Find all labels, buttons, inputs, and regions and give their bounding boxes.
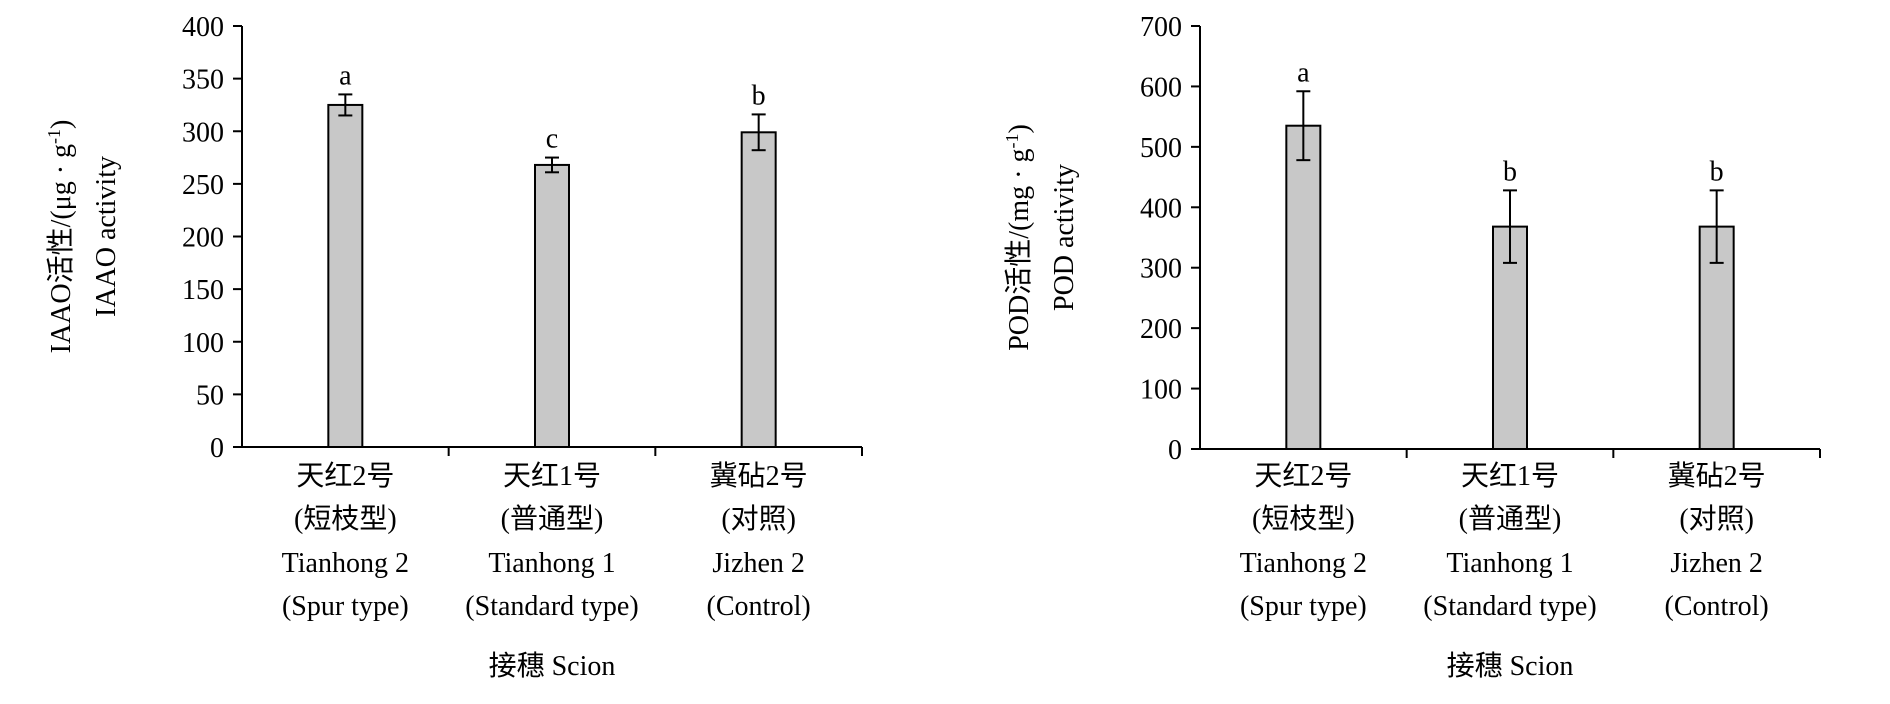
y-tick-label: 0 [210,433,224,464]
bar [534,163,570,448]
x-category-label: (Standard type) [465,591,638,622]
significance-label: a [1297,57,1310,88]
chart-2: 0 100 200 300 400 500 600 700 a 天红2号 (短枝型) Tianhong… [1002,12,1821,682]
x-category-label: 冀砧2号 [1668,460,1766,492]
y-tick-label: 200 [1140,314,1182,345]
x-category-label: (短枝型) [1252,503,1355,535]
significance-label: b [1503,156,1517,187]
x-category-label: 天红2号 [1254,460,1352,492]
y-tick-label: 150 [182,275,224,306]
y-tick-label: 50 [196,380,224,411]
y-tick-label: 350 [182,65,224,96]
x-category-label: Tianhong 2 [1240,548,1367,579]
x-category-label: (Standard type) [1423,591,1596,622]
bar [740,131,777,449]
x-category-label: (对照) [721,503,796,535]
error-bar [1709,189,1724,264]
x-category-label: (Control) [1665,591,1769,622]
error-bar [545,156,559,174]
y-tick-label: 400 [1140,193,1182,224]
x-category-label: (Control) [707,591,811,622]
x-category-label: Tianhong 2 [282,548,409,579]
bar [327,103,364,448]
y-axis-title-cn: IAAO活性/(μg · g-1) [44,120,77,354]
x-category-label: Tianhong 1 [1446,548,1573,579]
error-bar [338,93,353,117]
x-category-label: (对照) [1679,503,1754,535]
x-category-label: 冀砧2号 [710,460,808,492]
y-tick-label: 300 [182,117,224,148]
y-tick-label: 0 [1168,435,1182,466]
y-tick-label: 700 [1140,12,1182,43]
error-bar [751,113,766,152]
x-category-label: (Spur type) [282,591,409,622]
y-tick-label: 500 [1140,133,1182,164]
y-tick-label: 600 [1140,72,1182,103]
chart-1: 0 50 100 150 200 250 300 350 400 a 天红2号 (短枝型) Tianho… [44,12,863,682]
x-category-label: (普通型) [1459,503,1562,535]
y-tick-label: 100 [1140,375,1182,406]
x-axis-title: 接穗 Scion [489,650,616,682]
x-category-label: 天红1号 [1461,460,1559,492]
error-bar [1503,189,1517,264]
y-axis-title-cn: POD活性/(mg · g-1) [1002,124,1035,351]
significance-label: b [752,80,766,111]
y-tick-label: 400 [182,12,224,43]
x-category-label: Jizhen 2 [712,548,805,579]
y-tick-label: 250 [182,170,224,201]
significance-label: a [339,60,352,91]
y-tick-label: 100 [182,328,224,359]
significance-label: b [1710,156,1724,187]
x-category-label: 天红1号 [503,460,601,492]
significance-label: c [546,124,558,155]
y-tick-label: 300 [1140,254,1182,285]
error-bar [1296,90,1311,162]
x-category-label: 天红2号 [296,460,394,492]
x-category-label: (短枝型) [294,503,397,535]
x-category-label: Tianhong 1 [488,548,615,579]
x-category-label: (Spur type) [1240,591,1367,622]
y-axis-title-en: IAAO activity [91,156,122,317]
bar [1285,124,1322,450]
x-category-label: Jizhen 2 [1670,548,1763,579]
x-axis-title: 接穗 Scion [1447,650,1574,682]
y-axis-title-en: POD activity [1049,164,1080,311]
y-tick-label: 200 [182,223,224,254]
x-category-label: (普通型) [501,503,604,535]
